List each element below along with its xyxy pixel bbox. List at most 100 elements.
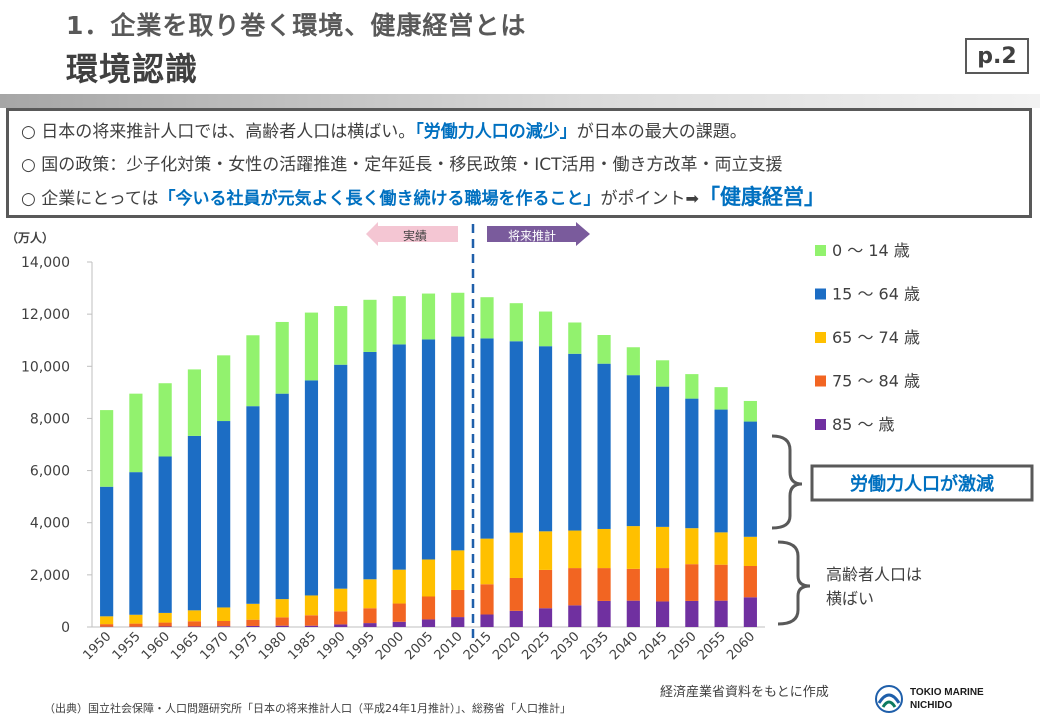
bar-segment-age-0-14-2055: [714, 387, 728, 410]
bar-segment-age-65-74-1955: [129, 614, 143, 624]
bar-segment-age-15-64-2015: [480, 338, 494, 539]
bar-segment-age-0-14-2020: [509, 303, 523, 342]
summary-line-2: ○ 国の政策：少子化対策・女性の活躍推進・定年延長・移民政策・ICT活用・働き方…: [21, 155, 783, 175]
summary-line-3-highlight-big: 「健康経営」: [698, 185, 825, 209]
bar-segment-age-75-84-2040: [626, 568, 640, 601]
summary-line-1-highlight: 「労働力人口の減少」: [415, 122, 577, 142]
x-tick-label: 1975: [227, 629, 261, 663]
bar-segment-age-75-84-1990: [334, 611, 348, 625]
bar-segment-age-0-14-1980: [275, 321, 289, 394]
bar-segment-age-0-14-2050: [685, 374, 699, 399]
bar-segment-age-0-14-1960: [158, 383, 172, 457]
bar-segment-age-65-74-2060: [743, 536, 757, 566]
bar-segment-age-0-14-2035: [597, 335, 611, 364]
bar-segment-age-65-74-1990: [334, 588, 348, 612]
legend-swatch: [815, 375, 826, 387]
labor-force-label: 労働力人口が激減: [850, 473, 994, 495]
y-axis: 0 2,000 4,000 6,000 8,000 10,000 12,000 14,000: [21, 255, 765, 636]
bar-segment-age-0-14-1955: [129, 393, 143, 473]
bar-segment-age-15-64-1975: [246, 406, 260, 604]
elderly-label-2: 横ばい: [826, 589, 874, 608]
bar-segment-age-85-plus-2020: [509, 610, 523, 627]
summary-line-1: ○ 日本の将来推計人口では、高齢者人口は横ばい。「労働力人口の減少」が日本の最大…: [21, 117, 747, 142]
population-chart: （万人） 0 2,000 4,000 6,000 8,000 10,000 12,000 14…: [6, 222, 1034, 663]
y-tick-label: 12,000: [21, 307, 70, 323]
bar-segment-age-15-64-2045: [656, 386, 670, 527]
bar-segment-age-65-74-2015: [480, 538, 494, 585]
bar-segment-age-15-64-1985: [304, 380, 319, 596]
x-tick-label: 2000: [373, 629, 407, 663]
labor-brace: [771, 434, 803, 530]
logo-line-1: TOKIO MARINE: [910, 687, 984, 698]
bar-segment-age-0-14-1950: [100, 410, 114, 487]
bar-segment-age-65-74-2010: [451, 550, 465, 590]
elderly-label-1: 高齢者人口は: [826, 565, 922, 584]
bar-segment-age-15-64-1980: [275, 393, 289, 600]
bar-segment-age-75-84-2015: [480, 584, 494, 615]
bar-segment-age-15-64-1970: [217, 421, 231, 608]
legend-label: 0 ～ 14 歳: [832, 241, 910, 260]
bar-segment-age-65-74-1980: [275, 599, 289, 618]
bar-segment-age-85-plus-2050: [685, 600, 699, 627]
bar-segment-age-0-14-1975: [246, 335, 260, 407]
summary-line-1-post: が日本の最大の課題。: [576, 122, 747, 142]
bar-segment-age-85-plus-1970: [217, 626, 231, 627]
bar-segment-age-0-14-2015: [480, 297, 494, 339]
y-tick-label: 4,000: [30, 516, 70, 532]
bar-segment-age-85-plus-1990: [334, 624, 348, 627]
bar-segment-age-15-64-2055: [714, 409, 728, 533]
title-rule: [0, 94, 1040, 108]
bar-segment-age-75-84-2035: [597, 568, 611, 601]
x-tick-label: 1985: [285, 629, 319, 663]
x-tick-label: 1960: [139, 629, 173, 663]
bar-segment-age-15-64-1955: [129, 472, 143, 615]
bar-segment-age-0-14-1970: [217, 355, 231, 422]
summary-line-3-pre: ○ 企業にとっては: [21, 189, 159, 209]
x-tick-label: 1970: [198, 629, 232, 663]
bar-segment-age-0-14-1965: [187, 369, 201, 436]
x-tick-label: 1990: [315, 629, 349, 663]
bar-segment-age-75-84-1980: [275, 617, 289, 626]
legend-label: 15 ～ 64 歳: [832, 285, 920, 304]
bar-segment-age-15-64-1960: [158, 456, 172, 613]
bar-segment-age-15-64-2005: [421, 339, 436, 560]
legend-swatch: [815, 419, 826, 430]
bar-segment-age-15-64-1950: [100, 486, 114, 617]
x-tick-label: 2060: [724, 629, 758, 663]
x-tick-label: 2045: [636, 629, 670, 663]
x-tick-label: 2050: [666, 629, 700, 663]
bar-segment-age-65-74-2040: [626, 526, 640, 569]
y-tick-label: 2,000: [30, 568, 70, 584]
bar-segment-age-85-plus-2045: [656, 601, 670, 627]
bar-segment-age-15-64-2025: [538, 346, 553, 532]
bar-segment-age-15-64-2030: [568, 353, 582, 531]
legend-label: 75 ～ 84 歳: [832, 372, 920, 391]
x-tick-label: 2010: [432, 629, 466, 663]
forecast-arrow-shape: [487, 222, 590, 246]
bar-segment-age-65-74-2045: [656, 526, 670, 569]
legend-label: 65 ～ 74 歳: [832, 328, 920, 347]
bar-segment-age-15-64-2040: [626, 375, 640, 527]
bar-segment-age-75-84-1995: [363, 608, 377, 624]
bar-segment-age-15-64-2010: [451, 336, 465, 551]
x-tick-label: 2030: [549, 629, 583, 663]
summary-line-3-highlight: 「今いる社員が元気よく長く働き続ける職場を作ること」: [158, 189, 601, 209]
bar-segment-age-75-84-2010: [451, 589, 465, 618]
logo-line-2: NICHIDO: [910, 700, 953, 711]
bar-segment-age-0-14-2000: [392, 296, 406, 345]
summary-line-3-mid: がポイント: [600, 189, 686, 209]
bar-segment-age-75-84-1955: [129, 623, 143, 627]
bar-segment-age-65-74-2030: [568, 530, 582, 569]
bar-segment-age-75-84-2005: [421, 596, 436, 620]
bar-segment-age-15-64-2000: [392, 344, 406, 570]
legend-swatch: [815, 288, 826, 300]
bar-segment-age-0-14-2010: [451, 292, 465, 337]
bar-segment-age-0-14-1985: [304, 312, 319, 381]
bar-segment-age-65-74-2020: [509, 532, 523, 578]
bar-segment-age-65-74-2025: [538, 531, 553, 570]
bar-segment-age-85-plus-2000: [392, 621, 406, 627]
bar-segment-age-85-plus-2030: [568, 605, 582, 627]
bar-segment-age-75-84-1965: [187, 621, 201, 627]
x-tick-label: 2015: [461, 629, 495, 663]
elderly-brace: [777, 540, 811, 626]
